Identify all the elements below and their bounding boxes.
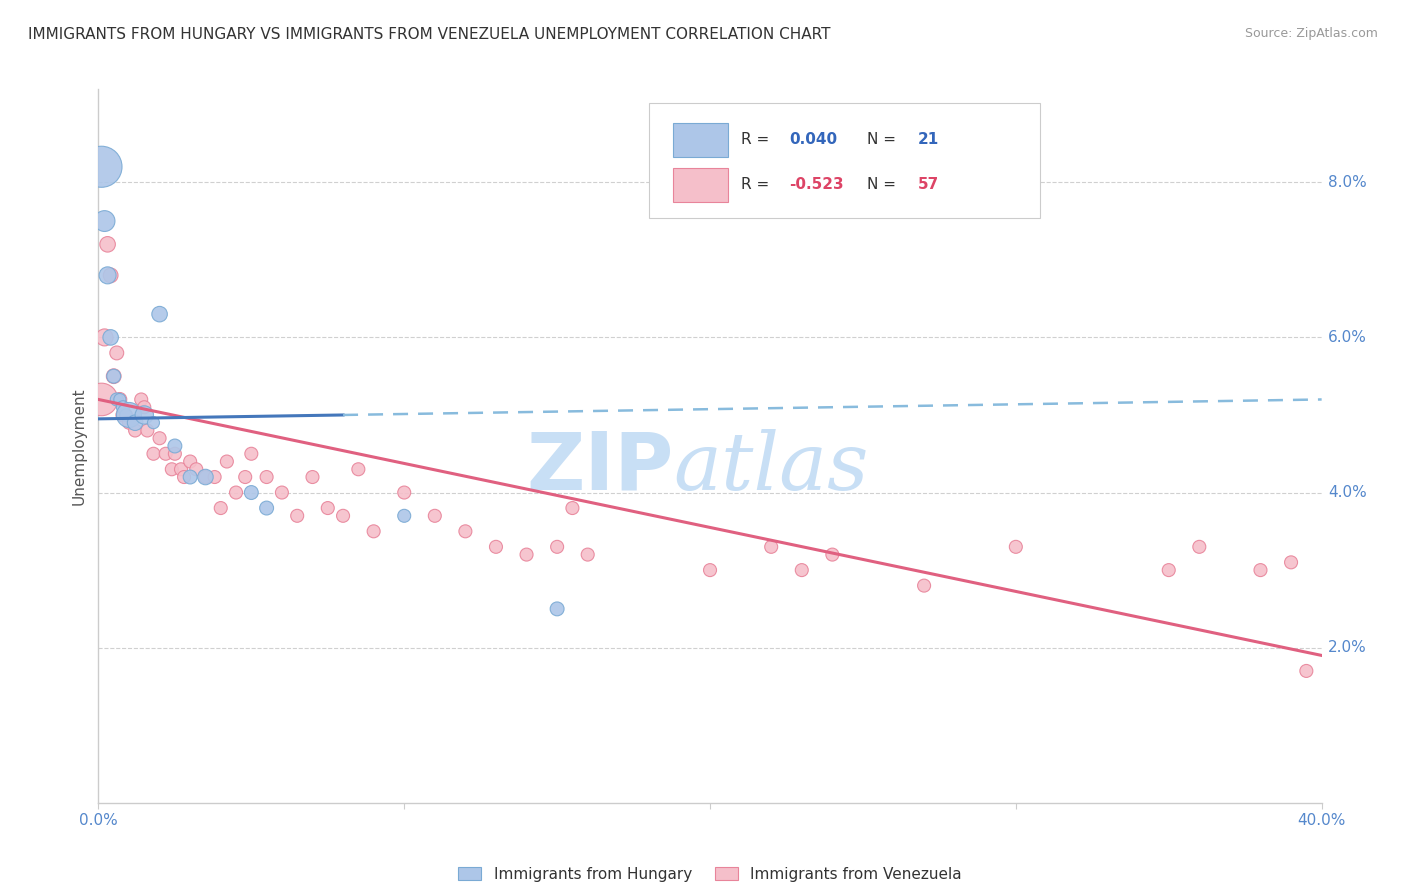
FancyBboxPatch shape	[673, 168, 728, 202]
Point	[240, 447, 263, 461]
Point	[454, 524, 477, 539]
Point	[1004, 540, 1026, 554]
Point	[1295, 664, 1317, 678]
Point	[423, 508, 446, 523]
Point	[111, 401, 134, 415]
Point	[111, 408, 134, 422]
Text: 57: 57	[918, 178, 939, 193]
Point	[142, 416, 165, 430]
Point	[115, 408, 138, 422]
Point	[363, 524, 385, 539]
Point	[134, 401, 156, 415]
Point	[485, 540, 508, 554]
Text: N =: N =	[866, 132, 900, 147]
Point	[256, 501, 278, 516]
Y-axis label: Unemployment: Unemployment	[72, 387, 87, 505]
Point	[93, 214, 115, 228]
Point	[1249, 563, 1271, 577]
Text: 4.0%: 4.0%	[1327, 485, 1367, 500]
Text: 6.0%: 6.0%	[1327, 330, 1367, 345]
Point	[546, 540, 568, 554]
Point	[821, 548, 844, 562]
FancyBboxPatch shape	[673, 123, 728, 157]
Point	[142, 447, 165, 461]
Text: Source: ZipAtlas.com: Source: ZipAtlas.com	[1244, 27, 1378, 40]
Text: R =: R =	[741, 178, 773, 193]
Point	[392, 485, 416, 500]
Point	[90, 392, 112, 407]
Point	[179, 470, 201, 484]
Point	[163, 439, 186, 453]
Point	[1188, 540, 1211, 554]
Point	[1157, 563, 1180, 577]
Point	[332, 508, 354, 523]
Point	[173, 470, 195, 484]
Text: R =: R =	[741, 132, 773, 147]
Point	[759, 540, 782, 554]
Point	[912, 579, 935, 593]
Point	[347, 462, 370, 476]
Point	[233, 470, 256, 484]
Text: -0.523: -0.523	[790, 178, 844, 193]
Point	[103, 369, 125, 384]
Point	[108, 392, 131, 407]
Point	[124, 424, 146, 438]
Point	[108, 392, 131, 407]
Point	[194, 470, 217, 484]
Point	[699, 563, 721, 577]
Point	[103, 369, 125, 384]
Point	[155, 447, 177, 461]
Point	[316, 501, 339, 516]
Text: 0.040: 0.040	[790, 132, 838, 147]
Text: 21: 21	[918, 132, 939, 147]
Text: 8.0%: 8.0%	[1327, 175, 1367, 190]
Text: N =: N =	[866, 178, 900, 193]
Point	[100, 330, 122, 344]
Point	[105, 392, 128, 407]
Point	[97, 237, 120, 252]
Point	[149, 307, 172, 321]
Point	[179, 454, 201, 468]
Point	[136, 424, 159, 438]
Point	[225, 485, 247, 500]
Text: atlas: atlas	[673, 429, 869, 506]
Point	[129, 392, 152, 407]
Point	[97, 268, 120, 283]
Point	[118, 408, 141, 422]
Text: 2.0%: 2.0%	[1327, 640, 1367, 655]
Point	[256, 470, 278, 484]
Point	[1279, 555, 1302, 569]
Point	[561, 501, 583, 516]
Point	[93, 330, 115, 344]
Point	[118, 416, 141, 430]
Point	[576, 548, 599, 562]
Legend: Immigrants from Hungary, Immigrants from Venezuela: Immigrants from Hungary, Immigrants from…	[453, 861, 967, 888]
Point	[124, 416, 146, 430]
Point	[134, 408, 156, 422]
Point	[163, 447, 186, 461]
Point	[149, 431, 172, 445]
Point	[240, 485, 263, 500]
Point	[790, 563, 813, 577]
Point	[186, 462, 208, 476]
Point	[215, 454, 238, 468]
Point	[285, 508, 308, 523]
Point	[392, 508, 416, 523]
Point	[160, 462, 183, 476]
Point	[204, 470, 226, 484]
Text: IMMIGRANTS FROM HUNGARY VS IMMIGRANTS FROM VENEZUELA UNEMPLOYMENT CORRELATION CH: IMMIGRANTS FROM HUNGARY VS IMMIGRANTS FR…	[28, 27, 831, 42]
Point	[170, 462, 193, 476]
Text: ZIP: ZIP	[526, 428, 673, 507]
Point	[115, 408, 138, 422]
Point	[105, 346, 128, 360]
Point	[301, 470, 323, 484]
Point	[194, 470, 217, 484]
Point	[209, 501, 232, 516]
Point	[100, 268, 122, 283]
Point	[546, 602, 568, 616]
FancyBboxPatch shape	[648, 103, 1040, 218]
Point	[516, 548, 538, 562]
Point	[270, 485, 292, 500]
Point	[90, 160, 112, 174]
